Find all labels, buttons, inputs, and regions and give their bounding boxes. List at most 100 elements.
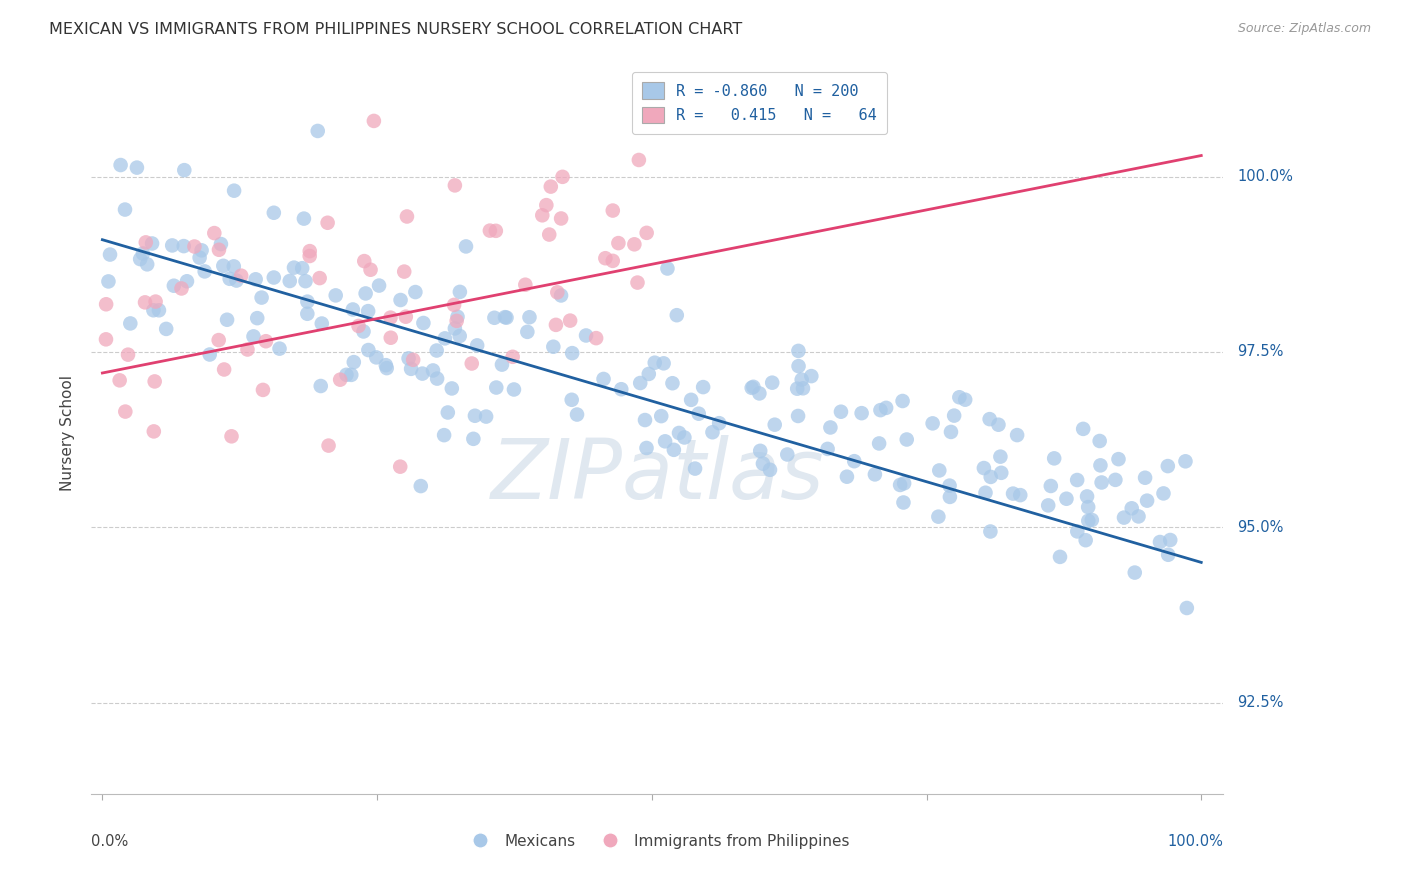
Point <box>98 247 121 261</box>
Point <box>1090 475 1112 490</box>
Point <box>353 254 375 268</box>
Point <box>979 412 1001 426</box>
Point <box>742 380 765 394</box>
Point <box>136 257 159 271</box>
Point <box>921 417 943 431</box>
Point <box>987 417 1010 432</box>
Point <box>820 420 842 434</box>
Point <box>409 479 432 493</box>
Point <box>546 285 568 300</box>
Point <box>979 524 1001 539</box>
Point <box>325 288 347 302</box>
Point <box>869 403 891 417</box>
Point <box>141 236 163 251</box>
Text: 100.0%: 100.0% <box>1237 169 1294 184</box>
Point <box>1153 486 1175 500</box>
Point <box>173 163 195 178</box>
Point <box>749 443 772 458</box>
Point <box>449 329 471 343</box>
Point <box>114 202 136 217</box>
Point <box>1074 533 1097 548</box>
Point <box>748 386 770 401</box>
Point <box>868 436 890 450</box>
Point <box>787 359 810 373</box>
Point <box>835 469 858 483</box>
Point <box>142 303 165 318</box>
Point <box>129 252 152 266</box>
Point <box>426 371 449 385</box>
Point <box>1066 473 1088 487</box>
Point <box>484 310 506 325</box>
Point <box>389 293 412 307</box>
Point <box>661 376 683 391</box>
Point <box>335 368 357 382</box>
Point <box>610 382 633 396</box>
Point <box>662 442 685 457</box>
Point <box>291 261 314 276</box>
Point <box>1077 514 1099 528</box>
Point <box>1175 601 1198 615</box>
Point <box>787 343 810 358</box>
Point <box>221 429 243 443</box>
Point <box>292 211 315 226</box>
Point <box>592 372 614 386</box>
Point <box>974 485 997 500</box>
Point <box>1088 434 1111 448</box>
Point <box>800 369 823 384</box>
Point <box>889 478 911 492</box>
Point <box>790 373 813 387</box>
Point <box>1081 513 1104 527</box>
Point <box>1071 422 1094 436</box>
Y-axis label: Nursery School: Nursery School <box>60 375 76 491</box>
Point <box>636 441 658 455</box>
Point <box>786 382 808 396</box>
Point <box>561 346 583 360</box>
Point <box>683 461 706 475</box>
Point <box>893 495 915 509</box>
Point <box>404 285 426 299</box>
Point <box>893 476 915 491</box>
Point <box>503 383 526 397</box>
Point <box>252 383 274 397</box>
Point <box>485 224 508 238</box>
Point <box>437 405 460 419</box>
Point <box>1121 501 1143 516</box>
Point <box>1112 510 1135 524</box>
Point <box>1104 473 1126 487</box>
Point <box>763 417 786 432</box>
Point <box>741 381 763 395</box>
Point <box>148 303 170 318</box>
Point <box>637 367 659 381</box>
Point <box>688 407 710 421</box>
Point <box>891 394 914 409</box>
Point <box>1149 535 1171 549</box>
Point <box>1043 451 1066 466</box>
Point <box>560 313 582 327</box>
Point <box>585 331 607 345</box>
Point <box>673 430 696 444</box>
Point <box>692 380 714 394</box>
Point <box>94 297 117 311</box>
Point <box>650 409 672 423</box>
Point <box>242 329 264 343</box>
Point <box>851 406 873 420</box>
Point <box>752 457 775 471</box>
Point <box>652 356 675 370</box>
Point <box>485 380 508 394</box>
Point <box>444 321 467 335</box>
Point <box>108 373 131 387</box>
Point <box>644 356 666 370</box>
Point <box>231 268 253 283</box>
Point <box>1123 566 1146 580</box>
Point <box>368 278 391 293</box>
Point <box>392 264 415 278</box>
Point <box>464 409 486 423</box>
Point <box>132 246 155 260</box>
Point <box>329 373 352 387</box>
Point <box>634 413 657 427</box>
Point <box>125 161 148 175</box>
Point <box>759 463 782 477</box>
Point <box>354 286 377 301</box>
Text: 0.0%: 0.0% <box>91 834 128 848</box>
Point <box>212 259 235 273</box>
